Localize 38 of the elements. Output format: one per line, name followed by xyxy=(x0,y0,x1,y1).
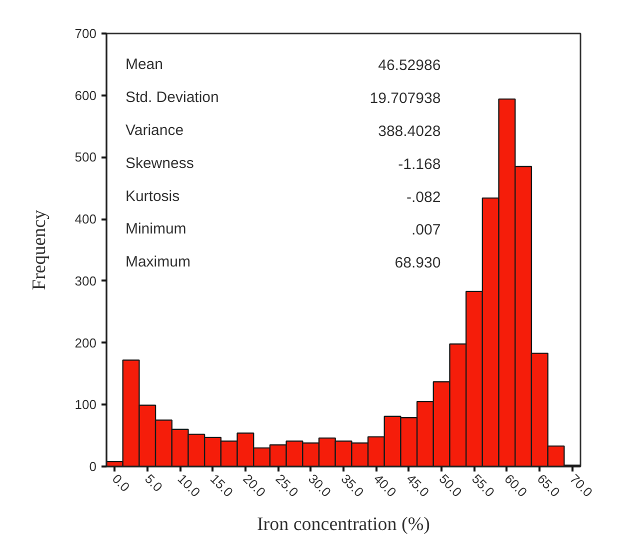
y-tick-label: 100 xyxy=(74,397,97,412)
x-tick-label: 50.0 xyxy=(436,471,465,500)
annotation: 19.707938 xyxy=(370,90,441,108)
x-tick-label: 25.0 xyxy=(272,471,302,500)
x-tick-label: 20.0 xyxy=(240,471,269,500)
annotation: Kurtosis xyxy=(125,188,180,205)
x-tick-label: 60.0 xyxy=(502,471,530,500)
x-axis-title: Iron concentration (%) xyxy=(256,514,430,535)
y-tick-label: 400 xyxy=(74,212,97,227)
annotation: Variance xyxy=(125,122,184,139)
y-tick-label: 0 xyxy=(89,459,97,474)
annotation: 46.52986 xyxy=(378,57,441,74)
x-tick-label: 0.0 xyxy=(109,471,133,495)
x-tick-label: 35.0 xyxy=(338,471,367,500)
annotation: Minimum xyxy=(125,220,186,238)
x-tick-label: 65.0 xyxy=(534,471,563,500)
annotation: .007 xyxy=(411,222,441,239)
y-axis-title: Frequency xyxy=(28,209,50,290)
x-tick-label: 5.0 xyxy=(142,471,166,495)
annotation: 388.4028 xyxy=(378,122,441,140)
x-tick-label: 45.0 xyxy=(404,471,432,500)
annotation: Mean xyxy=(125,56,163,74)
annotation: Std. Deviation xyxy=(125,89,219,106)
annotation: 68.930 xyxy=(394,254,441,272)
x-tick-label: 10.0 xyxy=(174,471,204,500)
x-tick-label: 30.0 xyxy=(306,471,334,500)
y-tick-label: 500 xyxy=(74,150,97,165)
y-tick-label: 600 xyxy=(74,88,97,103)
annotation: Skewness xyxy=(125,154,194,172)
annotation: -1.168 xyxy=(398,156,441,173)
annotation: Maximum xyxy=(125,254,190,271)
x-tick-label: 40.0 xyxy=(370,471,400,500)
x-tick-label: 15.0 xyxy=(207,471,236,500)
annotation: -.082 xyxy=(406,188,441,206)
y-tick-label: 200 xyxy=(74,335,97,350)
x-tick-label: 55.0 xyxy=(468,471,498,500)
y-tick-label: 300 xyxy=(74,273,97,288)
y-tick-label: 700 xyxy=(74,26,97,41)
